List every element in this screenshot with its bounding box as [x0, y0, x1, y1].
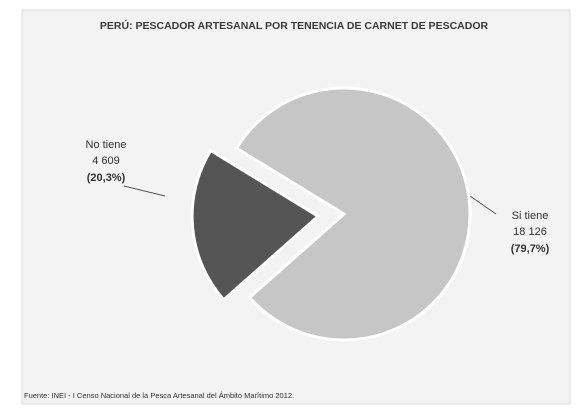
source-note: Fuente: INEI - I Censo Nacional de la Pe… — [24, 391, 294, 400]
value-label: 4 609 — [92, 155, 120, 167]
pie-slice — [234, 86, 472, 342]
leader-line — [469, 195, 497, 215]
pie-slice — [190, 148, 321, 302]
leader-line — [123, 185, 166, 197]
slice-label: No tiene — [86, 139, 127, 151]
share-label: (79,7%) — [511, 243, 550, 255]
value-label: 18 126 — [513, 226, 547, 238]
slice-label: Si tiene — [512, 210, 549, 222]
chart-title: PERÚ: PESCADOR ARTESANAL POR TENENCIA DE… — [100, 19, 489, 32]
share-label: (20,3%) — [87, 172, 126, 184]
